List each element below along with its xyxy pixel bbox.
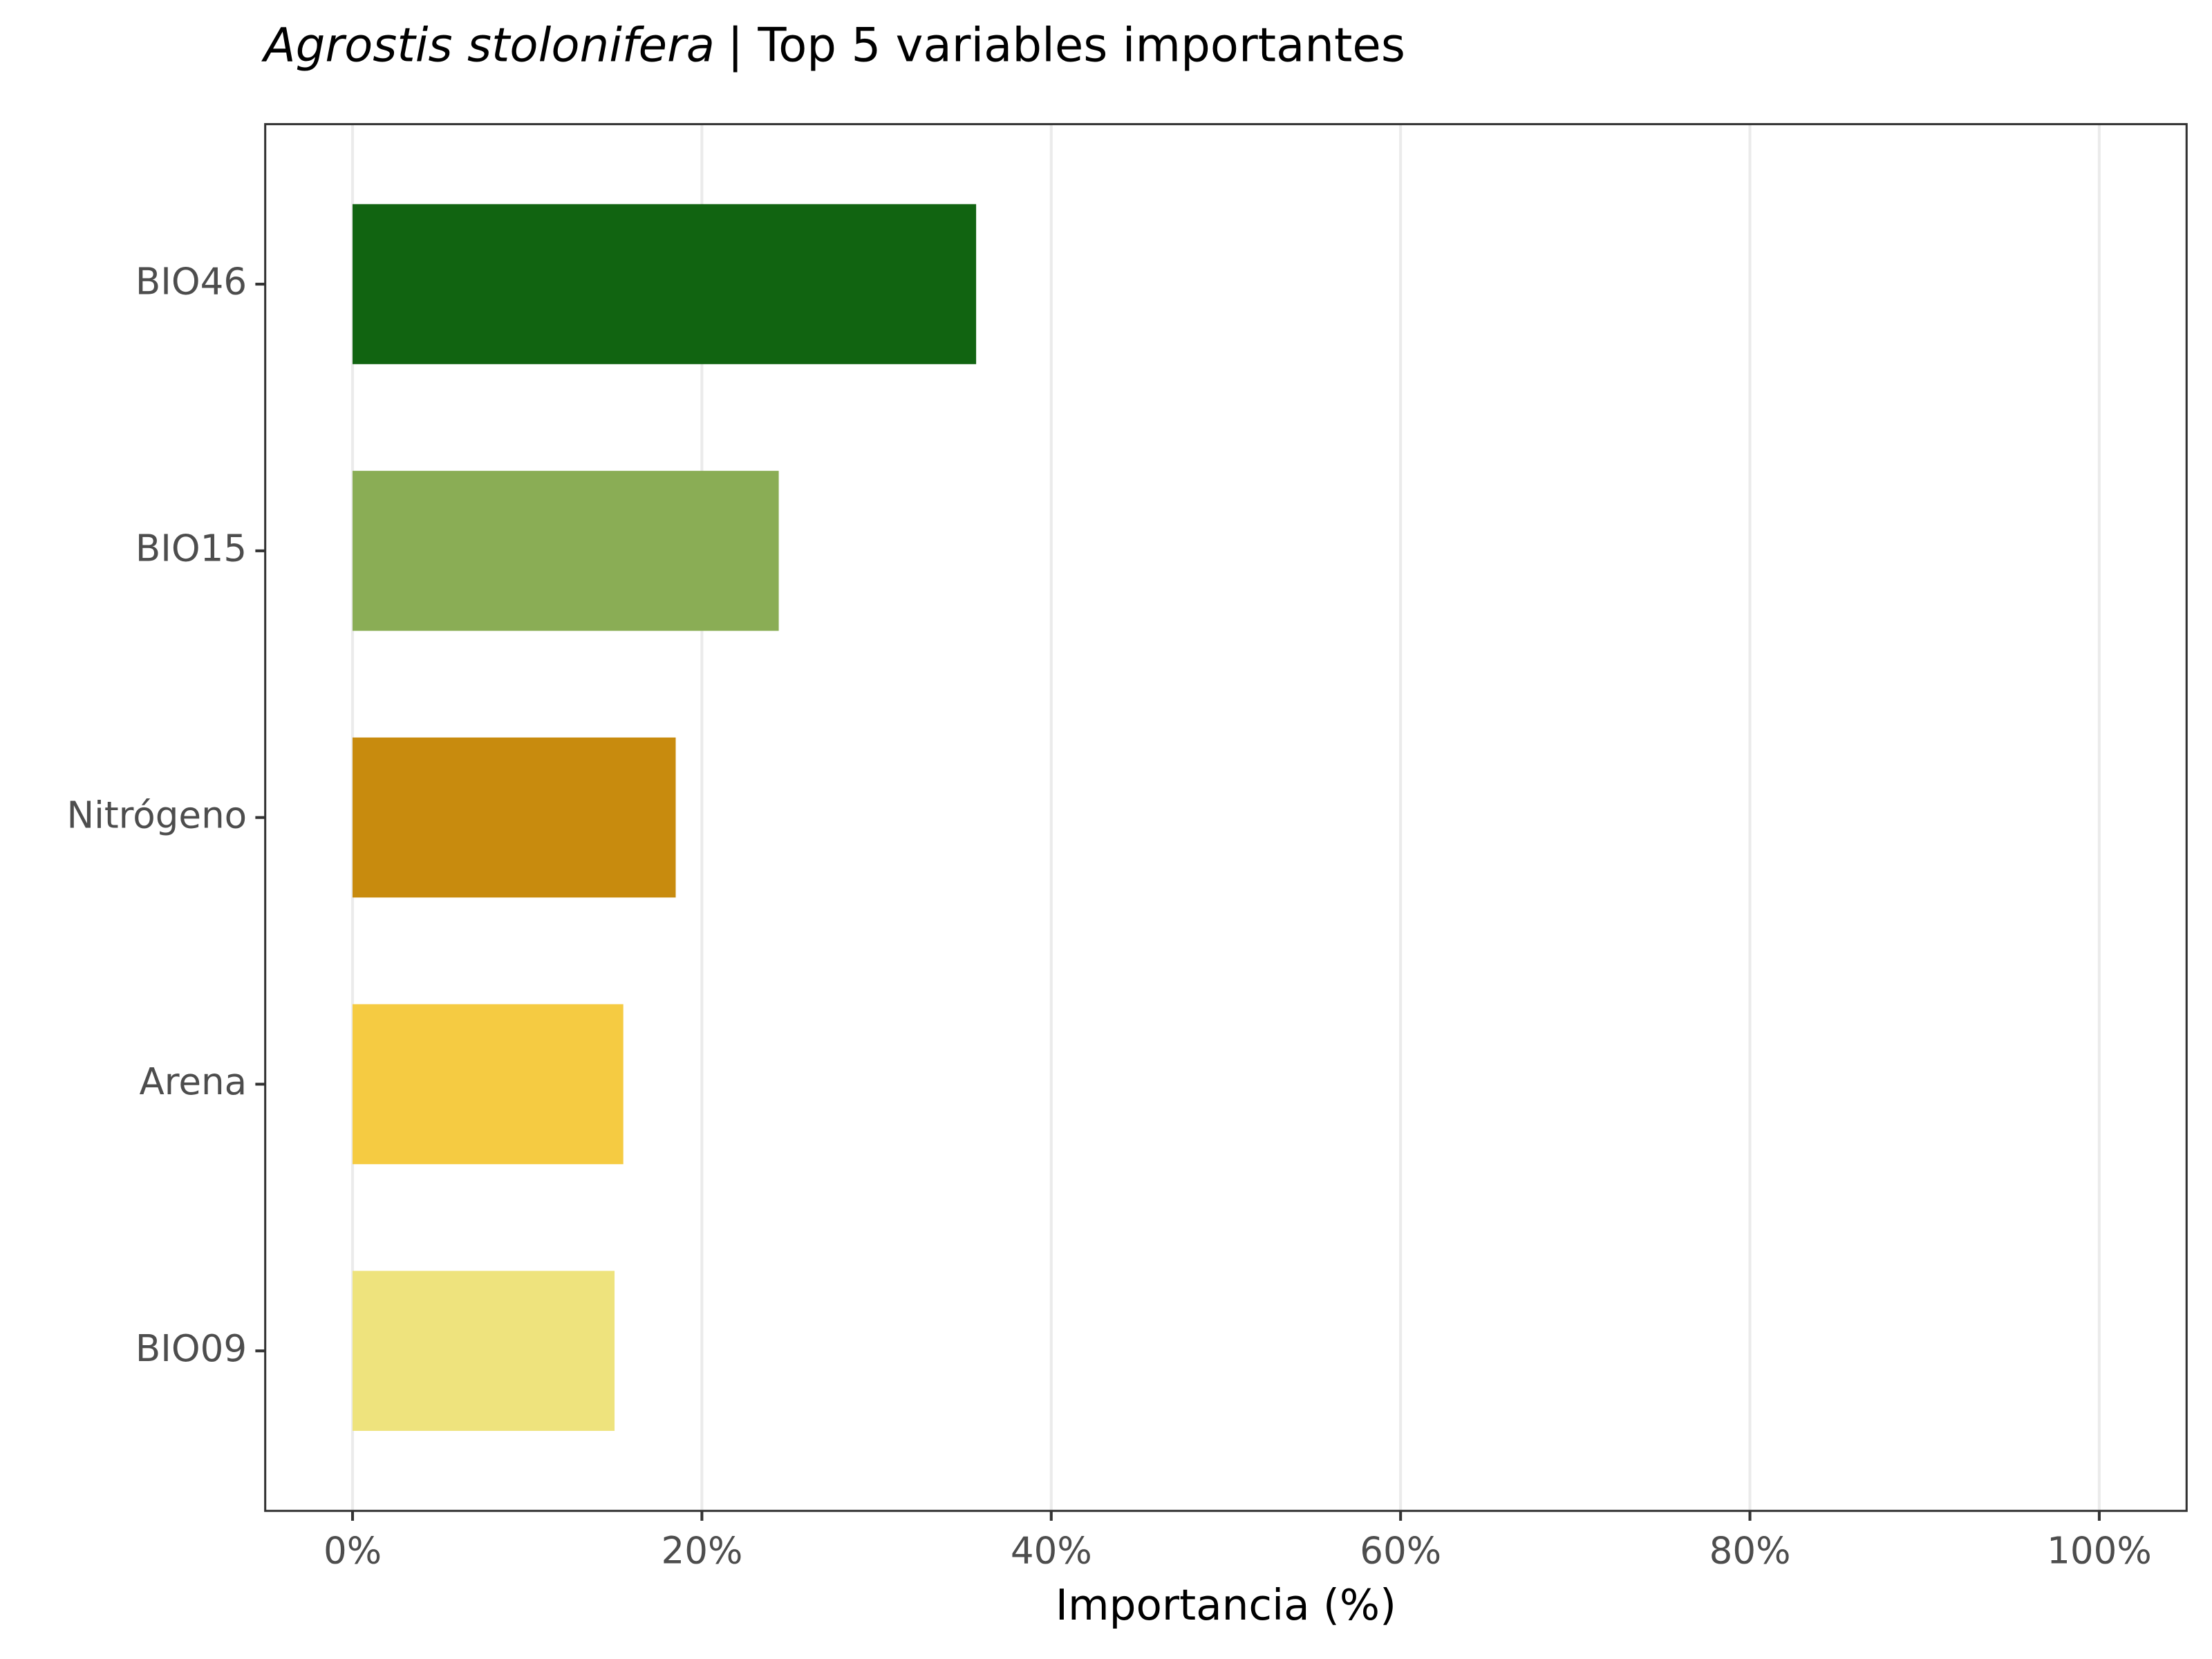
plot-area: 0% 20% 40% 60% 80% 100% BIO46 BIO15 Nitrógeno Are… xyxy=(66,123,2188,1573)
x-tick-label: 100% xyxy=(2047,1530,2152,1573)
bar xyxy=(353,1004,624,1165)
x-tick-label: 20% xyxy=(661,1530,742,1573)
x-axis-label: Importancia (%) xyxy=(1056,1581,1396,1630)
bar xyxy=(353,471,779,631)
bar xyxy=(353,737,676,898)
title-species: Agrostis stolonifera xyxy=(261,17,715,72)
title-rest: | Top 5 variables importantes xyxy=(727,17,1405,72)
x-tick-label: 40% xyxy=(1011,1530,1092,1573)
y-tick-label: BIO09 xyxy=(135,1327,247,1370)
y-tick-label: BIO46 xyxy=(135,261,247,303)
y-tick-label: Nitrógeno xyxy=(66,794,247,836)
x-tick-label: 80% xyxy=(1709,1530,1791,1573)
y-tick-label: BIO15 xyxy=(135,527,247,570)
bar xyxy=(353,204,977,364)
x-tick-label: 60% xyxy=(1360,1530,1441,1573)
x-tick-label: 0% xyxy=(324,1530,382,1573)
bar xyxy=(353,1271,615,1431)
y-tick-label: Arena xyxy=(139,1060,247,1103)
chart-title: Agrostis stolonifera | Top 5 variables im… xyxy=(261,17,1405,72)
panel-border xyxy=(264,123,2188,1512)
